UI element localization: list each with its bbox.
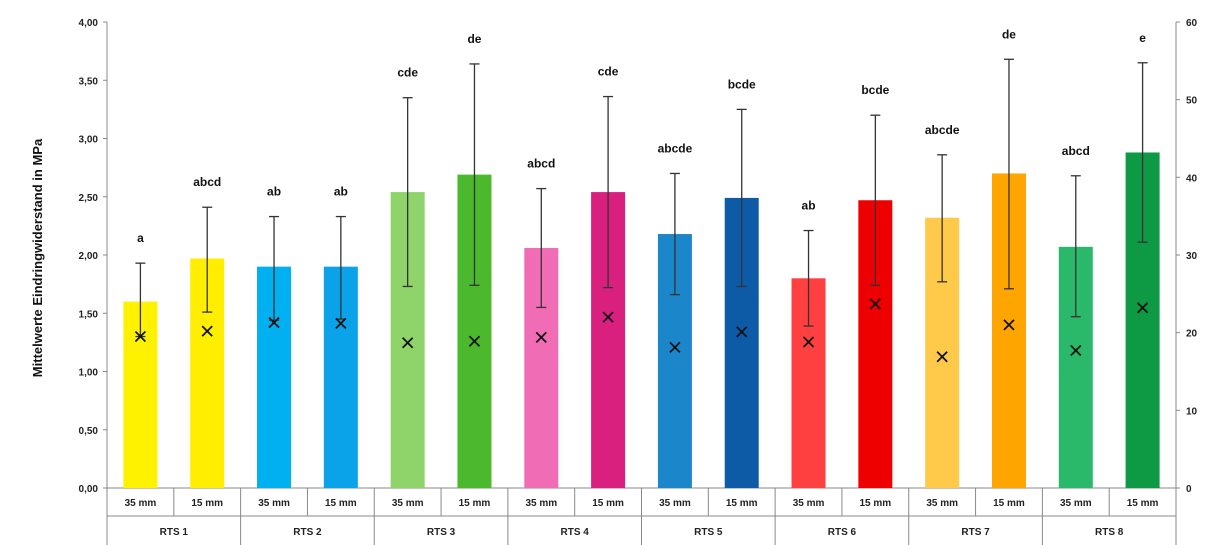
significance-label: e <box>1139 31 1146 45</box>
axes: 0,00 0,50 1,00 1,50 2,00 2,50 3,00 3,50 4,00 0 10 2… <box>79 18 1198 495</box>
y-right-tick-label: 30 <box>1186 251 1198 262</box>
significance-label: abcde <box>658 141 693 155</box>
significance-label: de <box>467 32 481 46</box>
y-left-tick-label: 3,00 <box>79 135 99 146</box>
category-label: 15 mm <box>1127 498 1159 509</box>
x-marker-stroke <box>736 326 748 338</box>
significance-label: abcd <box>527 157 555 171</box>
x-marker <box>602 311 614 323</box>
significance-label: abcd <box>1062 144 1090 158</box>
y-left-tick-label: 3,50 <box>79 76 99 87</box>
category-label: 15 mm <box>325 498 357 509</box>
significance-label: ab <box>267 185 281 199</box>
category-label: 35 mm <box>926 498 958 509</box>
x-marker-stroke <box>468 335 481 347</box>
category-label: 35 mm <box>793 498 825 509</box>
category-label: 35 mm <box>659 498 691 509</box>
x-marker <box>736 326 748 338</box>
x-marker-stroke <box>535 331 547 343</box>
y-left-tick-label: 1,50 <box>79 309 99 320</box>
x-marker <box>268 316 280 329</box>
category-label: 35 mm <box>258 498 290 509</box>
x-marker <box>468 335 481 347</box>
group-label: RTS 8 <box>1095 527 1124 538</box>
significance-label: cde <box>598 65 619 79</box>
significance-label: bcde <box>728 77 756 91</box>
category-label: 15 mm <box>459 498 491 509</box>
group-label: RTS 5 <box>694 527 723 538</box>
significance-label: a <box>137 231 144 245</box>
group-label: RTS 7 <box>961 527 990 538</box>
x-marker <box>1070 344 1082 357</box>
x-marker <box>802 336 815 348</box>
y-left-tick-label: 0,50 <box>79 426 99 437</box>
x-marker <box>669 341 681 354</box>
y-right-tick-label: 10 <box>1186 406 1198 417</box>
x-marker <box>402 337 414 349</box>
x-marker <box>1136 302 1149 314</box>
y-left-tick-label: 2,50 <box>79 193 99 204</box>
significance-label: bcde <box>861 83 889 97</box>
x-marker-stroke <box>802 336 815 348</box>
x-marker-stroke <box>268 316 280 329</box>
group-label: RTS 2 <box>293 527 322 538</box>
group-label: RTS 1 <box>160 527 189 538</box>
significance-label: abcde <box>925 123 960 137</box>
y-left-tick-label: 2,00 <box>79 251 99 262</box>
y-left-tick-label: 0,00 <box>79 484 99 495</box>
significance-label: ab <box>802 199 816 213</box>
x-marker <box>535 331 547 343</box>
x-marker-stroke <box>1070 344 1082 357</box>
error-bars <box>135 58 1148 338</box>
y-right-tick-label: 40 <box>1186 173 1198 184</box>
x-marker-stroke <box>1136 302 1149 314</box>
significance-label: cde <box>397 66 418 80</box>
x-marker-stroke <box>201 325 213 337</box>
category-label: 15 mm <box>592 498 624 509</box>
y-axis-label: Mittelwerte Eindringwiderstand in MPa <box>30 138 45 377</box>
x-marker <box>335 317 347 329</box>
group-label: RTS 3 <box>427 527 456 538</box>
y-right-tick-label: 60 <box>1186 18 1198 29</box>
x-marker <box>134 330 147 343</box>
category-label: 15 mm <box>191 498 223 509</box>
x-marker-stroke <box>936 351 948 363</box>
x-marker <box>201 325 213 337</box>
category-label: 35 mm <box>392 498 424 509</box>
y-left-tick-label: 1,00 <box>79 368 99 379</box>
category-label: 35 mm <box>1060 498 1092 509</box>
x-marker-stroke <box>134 330 147 343</box>
significance-label: de <box>1002 27 1016 41</box>
category-label: 15 mm <box>860 498 892 509</box>
markers <box>134 298 1149 363</box>
category-label: 35 mm <box>525 498 557 509</box>
x-marker-stroke <box>335 317 347 329</box>
x-marker <box>936 351 948 363</box>
significance-label: ab <box>334 185 348 199</box>
category-label: 15 mm <box>993 498 1025 509</box>
x-marker <box>869 298 881 310</box>
x-axis: 35 mm 15 mm 35 mm 15 mm 35 mm 15 mm 35 mm 15 mm… <box>106 488 1177 545</box>
x-marker-stroke <box>402 337 414 349</box>
y-right-tick-label: 0 <box>1186 484 1192 495</box>
x-marker-stroke <box>1003 319 1015 331</box>
x-marker-stroke <box>669 341 681 354</box>
category-label: 15 mm <box>726 498 758 509</box>
y-right-tick-label: 50 <box>1186 96 1198 107</box>
x-marker-stroke <box>602 311 614 323</box>
y-left-tick-label: 4,00 <box>79 18 99 29</box>
x-marker-stroke <box>869 298 881 310</box>
x-marker <box>1003 319 1015 331</box>
y-right-tick-label: 20 <box>1186 329 1198 340</box>
significance-label: abcd <box>193 175 221 189</box>
category-label: 35 mm <box>125 498 157 509</box>
group-label: RTS 4 <box>561 527 590 538</box>
bars <box>123 152 1160 489</box>
group-label: RTS 6 <box>828 527 857 538</box>
